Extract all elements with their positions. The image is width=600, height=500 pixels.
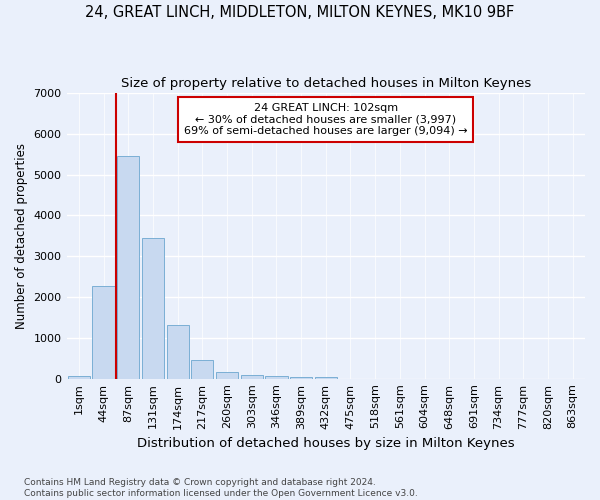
Bar [314,376,337,378]
Bar [142,238,164,378]
Title: Size of property relative to detached houses in Milton Keynes: Size of property relative to detached ho… [121,78,531,90]
Bar [167,325,189,378]
Bar [117,156,139,378]
Bar [92,286,115,378]
Text: 24 GREAT LINCH: 102sqm
← 30% of detached houses are smaller (3,997)
69% of semi-: 24 GREAT LINCH: 102sqm ← 30% of detached… [184,103,467,136]
Bar [216,372,238,378]
X-axis label: Distribution of detached houses by size in Milton Keynes: Distribution of detached houses by size … [137,437,515,450]
Bar [265,376,287,378]
Text: Contains HM Land Registry data © Crown copyright and database right 2024.
Contai: Contains HM Land Registry data © Crown c… [24,478,418,498]
Bar [290,376,312,378]
Bar [191,360,214,378]
Bar [241,374,263,378]
Text: 24, GREAT LINCH, MIDDLETON, MILTON KEYNES, MK10 9BF: 24, GREAT LINCH, MIDDLETON, MILTON KEYNE… [85,5,515,20]
Y-axis label: Number of detached properties: Number of detached properties [15,143,28,329]
Bar [68,376,90,378]
